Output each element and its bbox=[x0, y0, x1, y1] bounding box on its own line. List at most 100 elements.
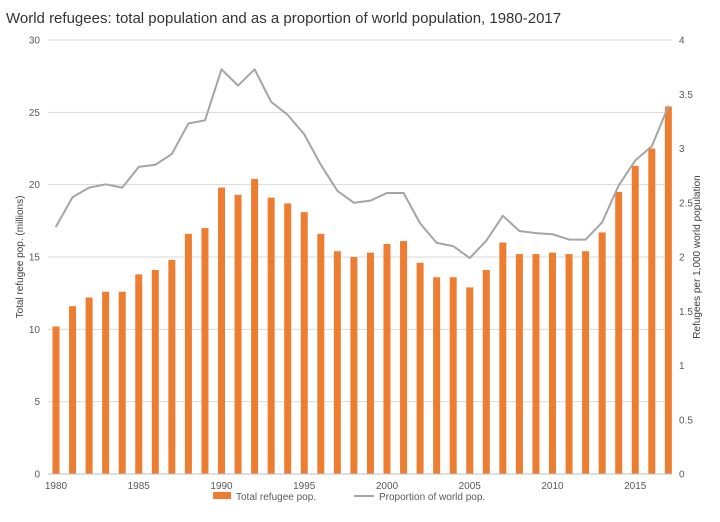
line-point bbox=[468, 257, 471, 259]
y-tick-label-right: 0 bbox=[679, 470, 685, 481]
line-point bbox=[353, 201, 355, 204]
y-tick-label-left: 30 bbox=[29, 36, 41, 47]
line-point bbox=[402, 192, 405, 194]
bar bbox=[135, 274, 143, 474]
bar bbox=[52, 326, 60, 474]
bar bbox=[565, 254, 573, 474]
bar bbox=[648, 148, 656, 474]
bar bbox=[549, 252, 556, 474]
line-point bbox=[237, 84, 239, 87]
y-tick-label-left: 20 bbox=[29, 180, 41, 191]
line-point bbox=[270, 101, 272, 103]
bar bbox=[333, 251, 341, 474]
line-point bbox=[187, 122, 190, 125]
bar bbox=[482, 270, 490, 474]
line-point bbox=[485, 239, 488, 242]
bar bbox=[184, 233, 192, 474]
line-point bbox=[220, 68, 223, 71]
y-tick-label-left: 25 bbox=[29, 108, 41, 119]
x-tick-label: 1985 bbox=[128, 481, 151, 492]
line-point bbox=[286, 114, 289, 116]
bar bbox=[532, 254, 540, 474]
bar bbox=[317, 233, 325, 474]
line-point bbox=[601, 221, 603, 224]
bar bbox=[449, 277, 457, 474]
bar bbox=[466, 287, 474, 474]
y-tick-label-right: 2.5 bbox=[679, 198, 693, 209]
bar bbox=[151, 270, 159, 474]
y-tick-label-right: 4 bbox=[679, 36, 685, 47]
y-tick-label-left: 0 bbox=[34, 470, 40, 481]
bar bbox=[383, 243, 391, 474]
axes: 0 5 10 15 20 25 30 0 0.5 1 1.5 2 2.5 3 3.5 4 1980 1985 199… bbox=[29, 36, 693, 493]
line-point bbox=[419, 222, 421, 225]
line-point bbox=[584, 238, 587, 241]
y-tick-label-right: 2 bbox=[679, 253, 685, 264]
legend: Total refugee pop. Proportion of world p… bbox=[213, 492, 485, 503]
bar bbox=[102, 291, 110, 474]
line-path bbox=[55, 68, 670, 260]
bar bbox=[69, 306, 77, 474]
bar bbox=[284, 203, 292, 474]
line-point bbox=[551, 233, 554, 236]
line-point bbox=[502, 214, 504, 217]
bar bbox=[118, 291, 126, 474]
line-point bbox=[634, 159, 637, 162]
line-point bbox=[71, 196, 74, 199]
x-tick-label: 2015 bbox=[624, 481, 647, 492]
line-point bbox=[369, 199, 372, 202]
line-point bbox=[617, 184, 620, 187]
line-point bbox=[568, 238, 570, 241]
legend-swatch-bar bbox=[213, 492, 231, 499]
x-tick-label: 1990 bbox=[210, 481, 233, 492]
legend-label-bar: Total refugee pop. bbox=[236, 492, 316, 503]
bar bbox=[582, 251, 590, 474]
line-point bbox=[320, 163, 322, 166]
bar bbox=[598, 232, 606, 474]
line-point bbox=[303, 133, 306, 136]
x-tick-label: 1995 bbox=[293, 481, 316, 492]
y-axis-title-left: Total refugee pop. (millions) bbox=[15, 196, 26, 319]
y-axis-title-right: Refugees per 1,000 world population bbox=[692, 175, 703, 338]
line-point bbox=[518, 230, 521, 232]
y-tick-label-right: 1 bbox=[679, 361, 685, 372]
x-tick-label: 2000 bbox=[376, 481, 399, 492]
bar bbox=[350, 257, 358, 474]
line-point bbox=[435, 242, 438, 244]
line-point bbox=[55, 225, 57, 228]
line-point bbox=[386, 192, 388, 194]
x-tick-label: 1980 bbox=[45, 481, 68, 492]
line-point bbox=[667, 105, 670, 107]
bar bbox=[433, 277, 441, 474]
bar bbox=[615, 191, 623, 474]
line-point bbox=[171, 153, 173, 155]
bar bbox=[366, 252, 374, 474]
line-point bbox=[253, 68, 256, 71]
bar bbox=[515, 254, 523, 474]
bar bbox=[400, 241, 408, 474]
bar bbox=[300, 212, 308, 475]
line-point bbox=[88, 186, 90, 189]
bar bbox=[201, 228, 209, 474]
bar-series-total-refugee-pop bbox=[52, 106, 672, 475]
line-point bbox=[137, 166, 140, 168]
line-series-proportion bbox=[55, 68, 670, 260]
line-point bbox=[104, 183, 107, 186]
legend-label-line: Proportion of world pop. bbox=[379, 492, 485, 503]
y-tick-label-right: 3.5 bbox=[679, 90, 693, 101]
bar bbox=[85, 297, 93, 474]
bar bbox=[664, 106, 672, 475]
y-tick-label-right: 0.5 bbox=[679, 415, 693, 426]
line-point bbox=[336, 190, 339, 192]
x-tick-label: 2005 bbox=[459, 481, 482, 492]
line-point bbox=[121, 186, 123, 189]
y-tick-label-left: 10 bbox=[29, 325, 41, 336]
bar bbox=[218, 187, 225, 474]
y-tick-label-right: 1.5 bbox=[679, 307, 693, 318]
bar bbox=[234, 194, 242, 474]
y-tick-label-left: 5 bbox=[34, 397, 40, 408]
line-point bbox=[154, 163, 157, 166]
bar bbox=[251, 178, 259, 474]
line-point bbox=[535, 232, 537, 234]
